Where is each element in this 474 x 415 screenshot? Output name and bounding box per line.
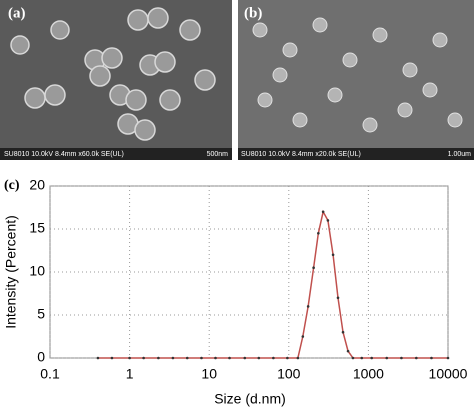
y-tick-label: 20 xyxy=(29,177,45,193)
data-point xyxy=(272,356,275,360)
plot-area xyxy=(49,185,449,359)
data-point xyxy=(286,356,289,360)
x-tick-label: 1000 xyxy=(353,366,384,382)
data-point xyxy=(331,253,335,257)
data-point xyxy=(430,356,433,360)
panel-label: (a) xyxy=(8,5,26,21)
scale-label: 500nm xyxy=(207,151,229,158)
data-point xyxy=(296,356,300,360)
y-tick-label: 10 xyxy=(29,263,45,279)
data-line xyxy=(97,209,448,359)
data-point xyxy=(214,356,217,360)
data-point xyxy=(360,356,364,360)
scale-label: 1.00um xyxy=(448,151,472,158)
panel-label: (c) xyxy=(4,178,20,193)
data-point xyxy=(400,356,403,360)
data-point xyxy=(326,219,330,222)
x-tick-label: 10 xyxy=(201,366,217,382)
data-point xyxy=(346,349,350,353)
data-point xyxy=(301,335,305,338)
sem-caption: SU8010 10.0kV 8.4mm x20.0k SE(UL) xyxy=(241,151,361,158)
data-point xyxy=(370,356,373,360)
sem-image-a xyxy=(0,0,232,160)
data-point xyxy=(171,356,175,360)
data-point xyxy=(446,356,450,360)
sem-image-b xyxy=(238,0,474,160)
data-point xyxy=(110,356,114,360)
data-point xyxy=(257,356,261,360)
data-point xyxy=(157,356,160,360)
x-axis-label: Size (d.nm) xyxy=(214,391,286,407)
y-tick-label: 15 xyxy=(29,220,45,236)
y-tick-label: 0 xyxy=(37,349,45,365)
data-point xyxy=(415,356,418,360)
panel-label: (b) xyxy=(244,5,262,21)
data-point xyxy=(306,305,310,308)
data-point xyxy=(341,330,345,334)
x-tick-label: 1 xyxy=(126,366,134,382)
x-tick-label: 0.1 xyxy=(40,366,60,382)
data-point xyxy=(200,356,203,360)
data-point xyxy=(317,232,320,235)
data-point xyxy=(96,356,100,360)
sem-caption: SU8010 10.0kV 8.4mm x60.0k SE(UL) xyxy=(4,151,124,158)
data-point xyxy=(351,356,355,360)
data-point xyxy=(321,210,325,214)
data-point xyxy=(228,356,231,360)
data-point xyxy=(142,356,145,360)
data-point xyxy=(336,296,340,300)
data-point xyxy=(243,356,247,360)
x-tick-label: 10000 xyxy=(429,366,468,382)
x-tick-label: 100 xyxy=(277,366,301,382)
data-point xyxy=(312,266,315,270)
data-point xyxy=(128,356,131,360)
data-point xyxy=(185,356,189,360)
y-tick-label: 5 xyxy=(37,306,45,322)
y-axis-label: Intensity (Percent) xyxy=(3,215,19,329)
data-point xyxy=(385,356,389,360)
